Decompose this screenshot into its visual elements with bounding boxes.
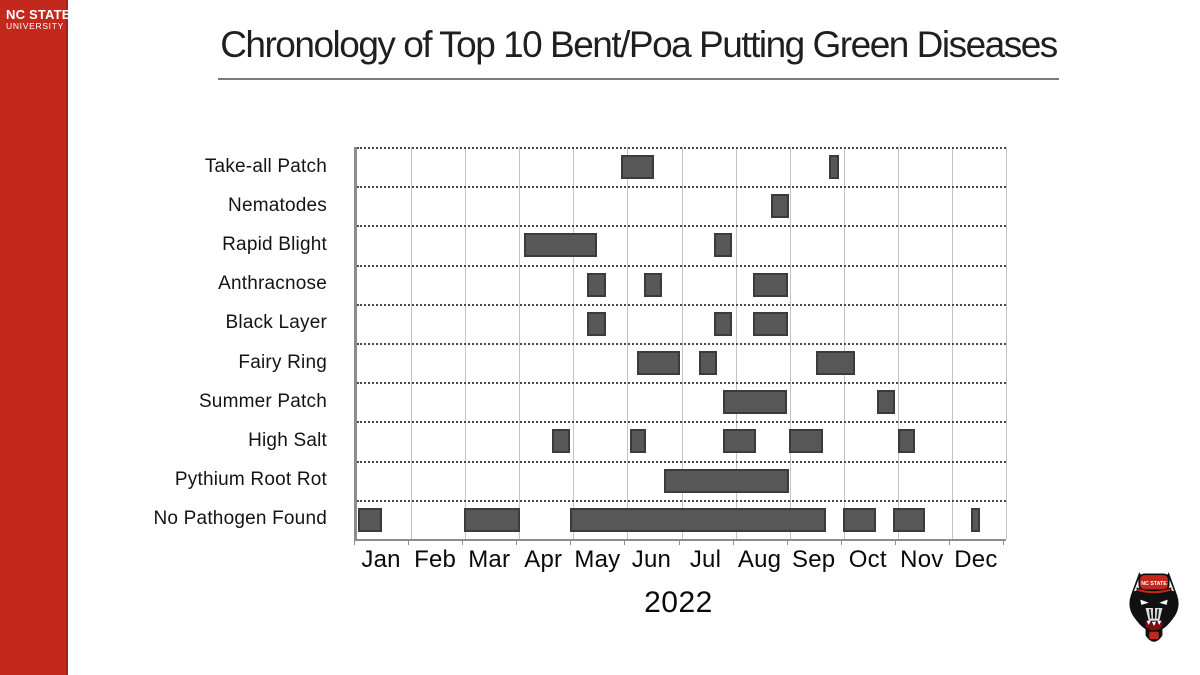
row-separator bbox=[357, 264, 1006, 267]
brand-wordmark: NC STATE UNIVERSITY bbox=[6, 8, 71, 31]
gantt-bar bbox=[523, 233, 598, 258]
brand-sidebar: NC STATE UNIVERSITY bbox=[0, 0, 71, 675]
month-label: Jun bbox=[631, 546, 672, 573]
month-label: Nov bbox=[900, 546, 944, 573]
month-tick bbox=[786, 539, 788, 545]
gantt-bar bbox=[358, 507, 382, 532]
month-tick bbox=[570, 539, 572, 545]
gantt-bar bbox=[587, 272, 606, 297]
month-label: Apr bbox=[524, 546, 563, 573]
gantt-bar bbox=[630, 429, 647, 454]
row-separator bbox=[357, 147, 1006, 149]
row-separator bbox=[357, 186, 1006, 189]
gantt-bar bbox=[829, 155, 839, 179]
month-tick bbox=[516, 539, 518, 545]
gantt-bar bbox=[970, 507, 981, 532]
gantt-plot-area bbox=[354, 147, 1007, 541]
title-underline: Chronology of Top 10 Bent/Poa Putting Gr… bbox=[218, 24, 1059, 80]
gantt-bar bbox=[664, 468, 790, 493]
month-label: Sep bbox=[792, 546, 836, 573]
row-separator bbox=[357, 225, 1006, 228]
brand-name: NC STATE bbox=[6, 7, 71, 22]
row-label: Nematodes bbox=[228, 194, 327, 216]
gantt-bar bbox=[843, 507, 876, 532]
gantt-bar bbox=[771, 194, 790, 219]
gantt-bar bbox=[644, 272, 663, 297]
row-separator bbox=[357, 421, 1006, 424]
row-labels-column: Take-all Patch Nematodes Rapid Blight Anthr… bbox=[68, 147, 340, 539]
gantt-bar bbox=[637, 351, 680, 375]
gantt-bar bbox=[789, 429, 824, 454]
month-gridline bbox=[1006, 147, 1007, 539]
month-tick bbox=[624, 539, 626, 545]
gantt-bar bbox=[877, 390, 895, 415]
gantt-bar bbox=[464, 507, 520, 532]
gantt-bar bbox=[552, 429, 571, 454]
row-label: Black Layer bbox=[225, 312, 327, 334]
month-label: Feb bbox=[414, 546, 457, 573]
month-tick bbox=[948, 539, 950, 545]
year-label: 2022 bbox=[644, 586, 713, 619]
row-label: Anthracnose bbox=[218, 273, 327, 295]
month-label: Jul bbox=[689, 546, 722, 573]
gantt-bar bbox=[620, 155, 654, 179]
month-tick bbox=[840, 539, 842, 545]
gantt-bar bbox=[722, 429, 757, 454]
gantt-bar bbox=[714, 233, 732, 258]
month-label: Oct bbox=[848, 546, 887, 573]
month-axis: Jan Feb Mar Apr May Jun Jul Aug Sep Oct Nov Dec bbox=[354, 546, 1003, 574]
month-tick bbox=[354, 539, 355, 545]
month-tick bbox=[894, 539, 896, 545]
row-separator bbox=[357, 303, 1006, 306]
month-label: Jan bbox=[361, 546, 401, 573]
month-ticks bbox=[354, 539, 1004, 546]
month-tick bbox=[1003, 539, 1004, 545]
row-label: Take-all Patch bbox=[204, 155, 327, 177]
svg-text:NC STATE: NC STATE bbox=[1141, 581, 1167, 587]
month-label: May bbox=[574, 546, 621, 573]
row-label: Summer Patch bbox=[198, 390, 327, 412]
month-label: Dec bbox=[954, 546, 998, 573]
row-separator bbox=[357, 343, 1006, 345]
row-label: Pythium Root Rot bbox=[174, 469, 327, 491]
row-separator bbox=[357, 460, 1006, 463]
month-tick bbox=[408, 539, 410, 545]
gantt-bar bbox=[892, 507, 925, 532]
row-label: Rapid Blight bbox=[222, 233, 327, 255]
month-tick bbox=[732, 539, 734, 545]
brand-subname: UNIVERSITY bbox=[6, 20, 65, 31]
row-separator bbox=[357, 499, 1006, 502]
gantt-bar bbox=[587, 311, 606, 336]
row-label: Fairy Ring bbox=[238, 351, 327, 373]
gantt-bar bbox=[569, 507, 826, 532]
row-label: No Pathogen Found bbox=[153, 508, 327, 530]
gantt-bar bbox=[753, 272, 789, 297]
month-tick bbox=[678, 539, 680, 545]
chart-title: Chronology of Top 10 Bent/Poa Putting Gr… bbox=[220, 24, 1058, 65]
month-tick bbox=[462, 539, 464, 545]
gantt-bar bbox=[897, 429, 915, 454]
gantt-bar bbox=[714, 311, 732, 336]
gantt-bar bbox=[698, 351, 718, 375]
row-separator bbox=[357, 382, 1006, 385]
gantt-bar bbox=[815, 351, 855, 375]
nc-state-wolf-logo: NC STATE bbox=[1129, 572, 1179, 642]
month-label: Mar bbox=[468, 546, 511, 573]
month-label: Aug bbox=[737, 546, 782, 573]
gantt-bar bbox=[753, 311, 789, 336]
row-label: High Salt bbox=[248, 429, 327, 451]
gantt-bar bbox=[722, 390, 787, 415]
